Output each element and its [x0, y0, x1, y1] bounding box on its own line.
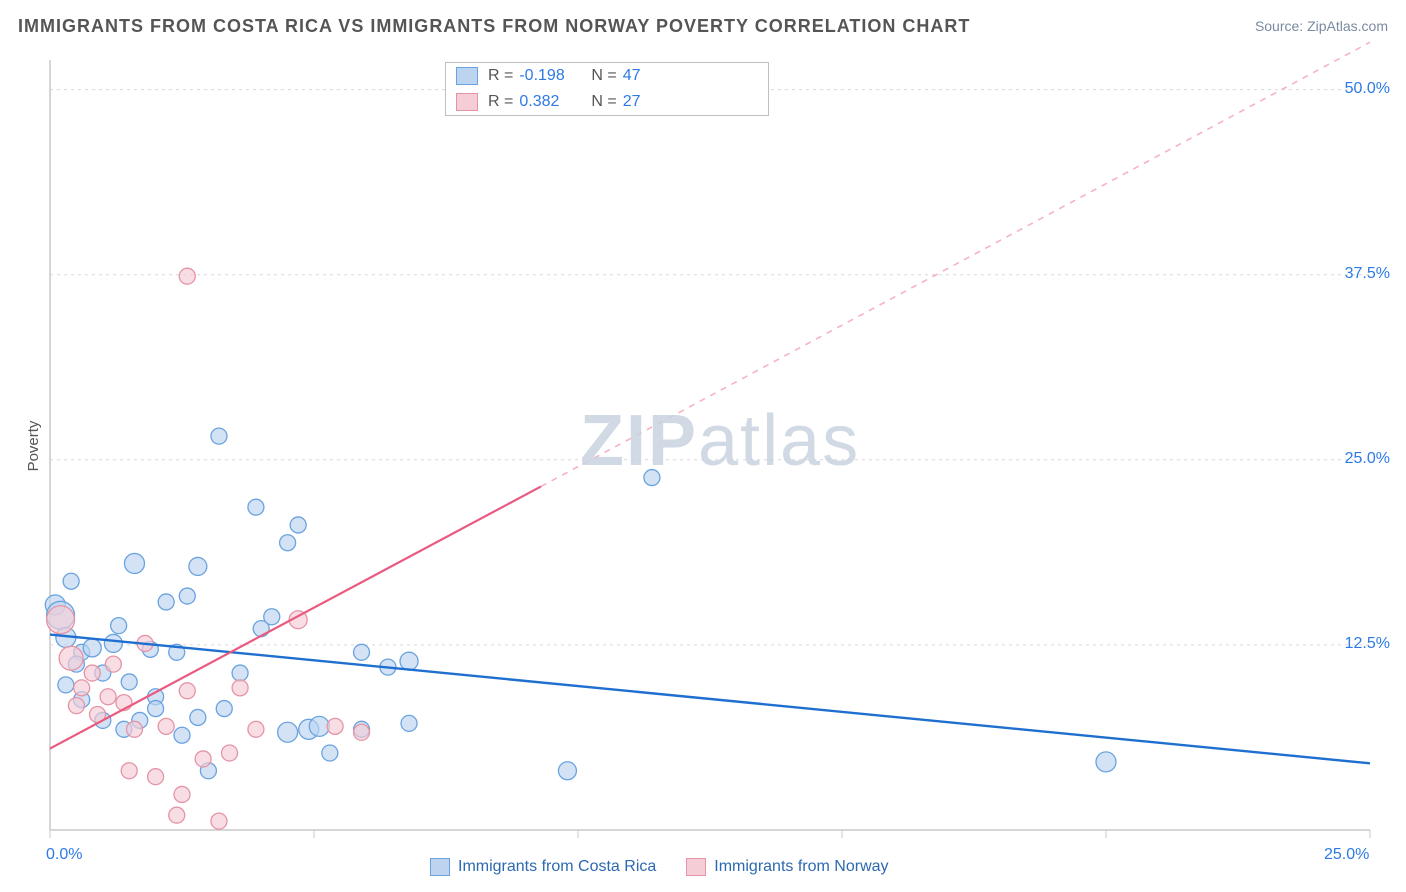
legend-label: Immigrants from Costa Rica: [458, 858, 656, 875]
legend-swatch: [456, 67, 478, 85]
series-legend: Immigrants from Costa Rica Immigrants fro…: [430, 858, 889, 876]
n-value: 27: [623, 93, 681, 111]
legend-item: Immigrants from Norway: [686, 858, 888, 876]
r-label: R =: [488, 93, 513, 111]
n-label: N =: [591, 93, 616, 111]
r-label: R =: [488, 67, 513, 85]
y-tick-label: 25.0%: [1345, 450, 1390, 468]
watermark-atlas: atlas: [698, 401, 860, 481]
legend-swatch: [686, 858, 706, 876]
r-value: -0.198: [519, 67, 577, 85]
y-tick-label: 37.5%: [1345, 265, 1390, 283]
watermark-zip: ZIP: [580, 401, 698, 481]
x-tick-label: 0.0%: [46, 846, 82, 864]
legend-item: Immigrants from Costa Rica: [430, 858, 656, 876]
legend-swatch: [456, 93, 478, 111]
correlation-stats-legend: R = -0.198 N = 47 R = 0.382 N = 27: [445, 62, 769, 116]
y-tick-label: 12.5%: [1345, 635, 1390, 653]
y-tick-label: 50.0%: [1345, 80, 1390, 98]
r-value: 0.382: [519, 93, 577, 111]
x-tick-label: 25.0%: [1324, 846, 1369, 864]
legend-label: Immigrants from Norway: [714, 858, 888, 875]
legend-swatch: [430, 858, 450, 876]
stats-legend-row: R = 0.382 N = 27: [446, 89, 768, 115]
watermark: ZIPatlas: [580, 400, 860, 482]
n-label: N =: [591, 67, 616, 85]
chart-container: { "title":"IMMIGRANTS FROM COSTA RICA VS…: [0, 0, 1406, 892]
n-value: 47: [623, 67, 681, 85]
stats-legend-row: R = -0.198 N = 47: [446, 63, 768, 89]
